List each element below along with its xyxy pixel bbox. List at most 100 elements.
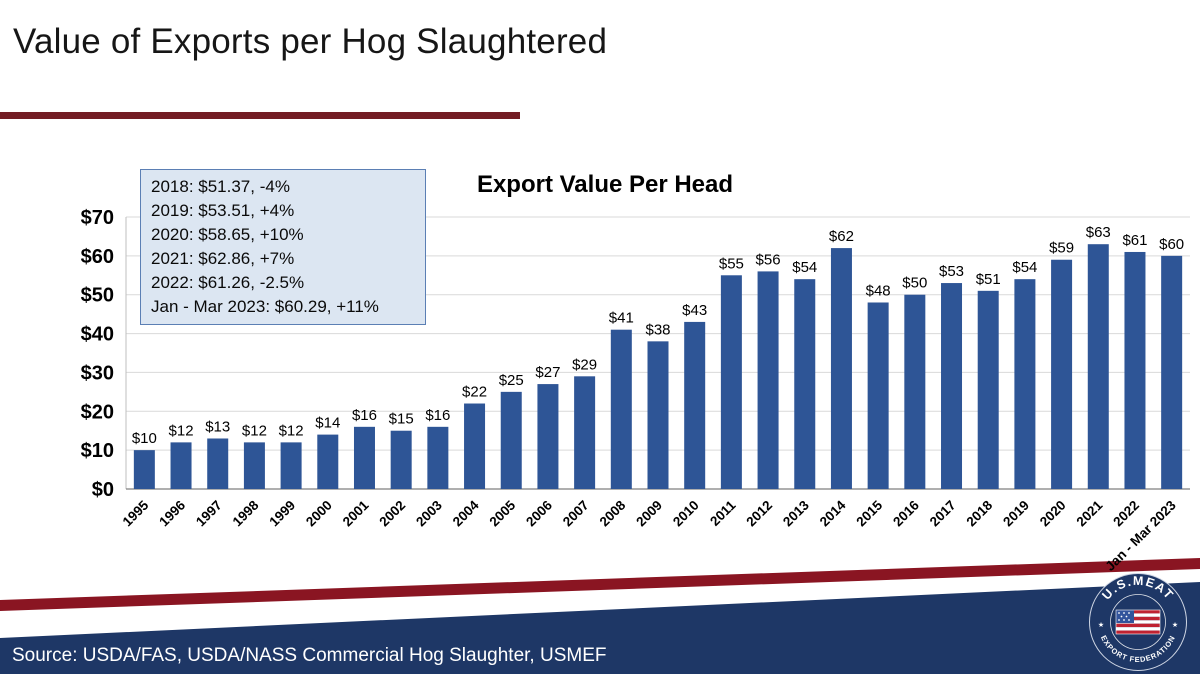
- bar-2017: [941, 283, 963, 489]
- logo-us-flag-icon: [1115, 609, 1161, 635]
- bar-value-label: $14: [315, 415, 340, 432]
- y-tick-label: $20: [81, 401, 114, 423]
- x-tick-label: 2022: [1110, 498, 1142, 530]
- x-tick-label: 2003: [413, 497, 445, 529]
- x-tick-label: 1996: [156, 497, 188, 529]
- bar-value-label: $48: [866, 282, 891, 299]
- bar-value-label: $16: [425, 407, 450, 424]
- x-tick-label: 2012: [743, 498, 775, 530]
- x-tick-label: 2010: [670, 498, 702, 530]
- footer-navy-band: [0, 582, 1200, 674]
- bar-2007: [574, 376, 596, 489]
- bar-1999: [280, 442, 302, 489]
- bar-2011: [720, 275, 742, 489]
- x-tick-label: 1997: [193, 498, 225, 530]
- annotation-line: 2021: $62.86, +7%: [151, 249, 295, 268]
- x-tick-label: 2018: [963, 497, 995, 529]
- bar-value-label: $54: [792, 259, 817, 276]
- x-tick-label: 2004: [450, 497, 482, 529]
- bar-value-label: $51: [976, 271, 1001, 288]
- y-tick-label: $50: [81, 285, 114, 307]
- bar-value-label: $59: [1049, 240, 1074, 257]
- bar-value-label: $55: [719, 255, 744, 272]
- x-tick-label: 2009: [633, 498, 665, 530]
- bar-2008: [610, 329, 632, 489]
- bar-value-label: $25: [499, 372, 524, 389]
- usmef-logo: U.S.MEAT EXPORT FEDERATION ★ ★: [1089, 573, 1187, 671]
- bar-value-label: $62: [829, 228, 854, 245]
- y-tick-label: $0: [92, 479, 114, 501]
- annotation-line: 2019: $53.51, +4%: [151, 201, 295, 220]
- bar-1998: [243, 442, 265, 489]
- bar-value-label: $12: [169, 422, 194, 439]
- annotation-line: 2018: $51.37, -4%: [151, 177, 290, 196]
- bar-2000: [317, 434, 339, 489]
- annotation-box: 2018: $51.37, -4% 2019: $53.51, +4% 2020…: [140, 169, 426, 325]
- bar-value-label: $63: [1086, 224, 1111, 241]
- bar-value-label: $27: [535, 364, 560, 381]
- x-tick-label: 2021: [1074, 497, 1106, 529]
- bar-value-label: $43: [682, 302, 707, 319]
- annotation-line: Jan - Mar 2023: $60.29, +11%: [151, 297, 379, 316]
- bar-value-label: $53: [939, 263, 964, 280]
- bar-2019: [1014, 279, 1036, 489]
- bar-value-label: $15: [389, 411, 414, 428]
- x-tick-label: 2015: [853, 497, 885, 529]
- bar-value-label: $22: [462, 384, 487, 401]
- y-tick-label: $60: [81, 246, 114, 268]
- bar-2020: [1051, 259, 1073, 489]
- bar-2002: [390, 430, 412, 489]
- bar-2018: [977, 290, 999, 489]
- bar-value-label: $29: [572, 356, 597, 373]
- footer-decoration: [0, 558, 1200, 674]
- bar-Jan - Mar 2023: [1161, 255, 1183, 489]
- bar-2015: [867, 302, 889, 489]
- x-tick-label: 2013: [780, 497, 812, 529]
- x-tick-label: 2019: [1000, 498, 1032, 530]
- x-tick-label: 2014: [817, 497, 849, 529]
- x-tick-label: 2020: [1037, 498, 1069, 530]
- bar-2003: [427, 426, 449, 489]
- logo-inner-ring: [1110, 594, 1166, 650]
- y-tick-label: $70: [81, 207, 114, 229]
- bar-value-label: $60: [1159, 236, 1184, 253]
- bar-value-label: $10: [132, 430, 157, 447]
- bar-2001: [353, 426, 375, 489]
- slide-title: Value of Exports per Hog Slaughtered: [13, 22, 608, 61]
- bar-value-label: $61: [1122, 232, 1147, 249]
- logo-star-right-icon: ★: [1172, 621, 1178, 629]
- bar-value-label: $12: [242, 422, 267, 439]
- x-tick-label: 2000: [303, 498, 335, 530]
- x-tick-label: 2005: [487, 497, 519, 529]
- export-value-bar-chart: $0 $10 $20 $30 $40 $50 $60 $70 Export Value Per …: [81, 171, 1190, 574]
- bar-2006: [537, 384, 559, 489]
- x-tick-label: 2002: [376, 498, 408, 530]
- annotation-line: 2020: $58.65, +10%: [151, 225, 304, 244]
- x-tick-label: 2006: [523, 497, 555, 529]
- x-tick-label: 2017: [927, 498, 959, 530]
- bar-1997: [207, 438, 229, 489]
- bar-1995: [133, 450, 155, 489]
- x-tick-label: 2007: [560, 498, 592, 530]
- bar-2014: [830, 248, 852, 489]
- x-tick-label: 2001: [340, 497, 372, 529]
- bar-2009: [647, 341, 669, 489]
- annotation-line: 2022: $61.26, -2.5%: [151, 273, 305, 292]
- bar-value-label: $56: [756, 251, 781, 268]
- bar-value-label: $38: [645, 321, 670, 338]
- bar-value-label: $16: [352, 407, 377, 424]
- x-tick-label: 1995: [120, 497, 152, 529]
- bar-value-label: $12: [279, 422, 304, 439]
- x-tick-label: 2008: [597, 497, 629, 529]
- bar-2016: [904, 294, 926, 489]
- chart-title: Export Value Per Head: [477, 171, 733, 198]
- bar-value-label: $13: [205, 418, 230, 435]
- x-tick-label: 2016: [890, 497, 922, 529]
- bar-2004: [464, 403, 486, 489]
- y-tick-label: $40: [81, 324, 114, 346]
- bar-2022: [1124, 251, 1146, 489]
- bar-2010: [684, 321, 706, 489]
- logo-star-left-icon: ★: [1098, 621, 1104, 629]
- bar-2005: [500, 391, 522, 489]
